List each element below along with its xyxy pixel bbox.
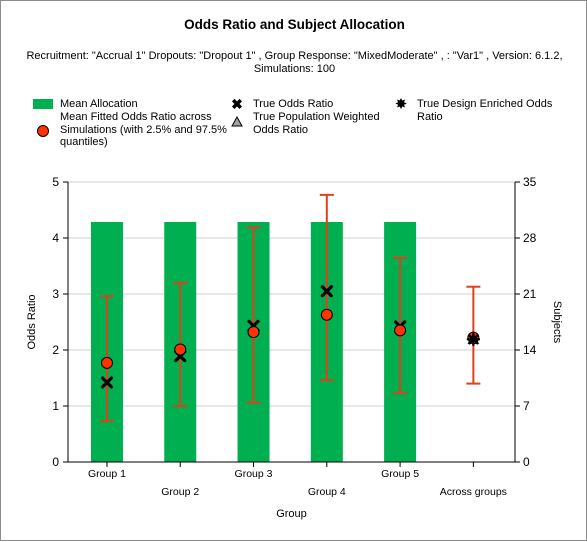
category-label: Group 2 [161,486,199,498]
legend-swatch-mean-allocation [33,99,53,109]
axes [63,181,520,467]
right-tick-label: 35 [523,175,537,189]
fitted-or-marker [174,343,187,356]
fitted-or-marker [394,324,407,337]
fitted-or-marker [247,326,260,339]
true-or-marker [320,285,333,298]
right-tick-label: 0 [523,455,530,469]
right-tick-label: 7 [523,399,530,413]
legend-label-true-or: True Odds Ratio [253,98,334,110]
legend-marker-fitted-or [37,125,49,137]
markers [100,285,481,389]
right-tick-label: 14 [523,343,537,357]
category-label: Group 3 [235,468,273,480]
left-tick-label: 2 [52,343,59,357]
left-tick-label: 4 [52,231,59,245]
left-tick-label: 1 [52,399,59,413]
left-tick-label: 3 [52,287,59,301]
category-label: Group 5 [381,468,419,480]
legend-label-true-pop-weighted: True Population Weighted Odds Ratio [253,111,380,136]
x-axis-title: Group [276,508,307,520]
legend-label-mean-allocation: Mean Allocation [60,98,138,110]
category-label: Group 4 [308,486,346,498]
legend-label-fitted-or: Mean Fitted Odds Ratio across Simulation… [60,111,227,148]
left-tick-label: 0 [52,455,59,469]
right-tick-label: 21 [523,287,537,301]
category-label: Group 1 [88,468,126,480]
legend-marker-true-or: ✖ [231,96,243,112]
legend-marker-true-pop-weighted [230,115,244,129]
chart-title: Odds Ratio and Subject Allocation [184,17,405,32]
design-enriched-marker [466,332,481,347]
right-axis-title: Subjects [551,301,563,344]
grid-lines [68,181,515,407]
category-label: Across groups [440,486,507,498]
true-or-marker [100,376,114,389]
fitted-or-marker [100,356,113,369]
chart-legend: Mean Allocation Mean Fitted Odds Ratio a… [1,1,587,161]
right-tick-label: 28 [523,231,537,245]
error-bars [99,193,481,423]
axis-labels: 0 1 2 3 4 5 0 7 14 21 28 35 Group 1 Group 2 Group 3 Gro… [26,175,563,520]
fitted-or-marker [320,308,333,321]
left-tick-label: 5 [52,175,59,189]
legend-label-true-design-enriched: True Design Enriched Odds Ratio [417,98,553,123]
chart-subtitle: Recruitment: "Accrual 1" Dropouts: "Drop… [26,50,563,75]
legend-marker-true-design-enriched: ✸ [394,96,408,113]
left-axis-title: Odds Ratio [26,294,38,349]
